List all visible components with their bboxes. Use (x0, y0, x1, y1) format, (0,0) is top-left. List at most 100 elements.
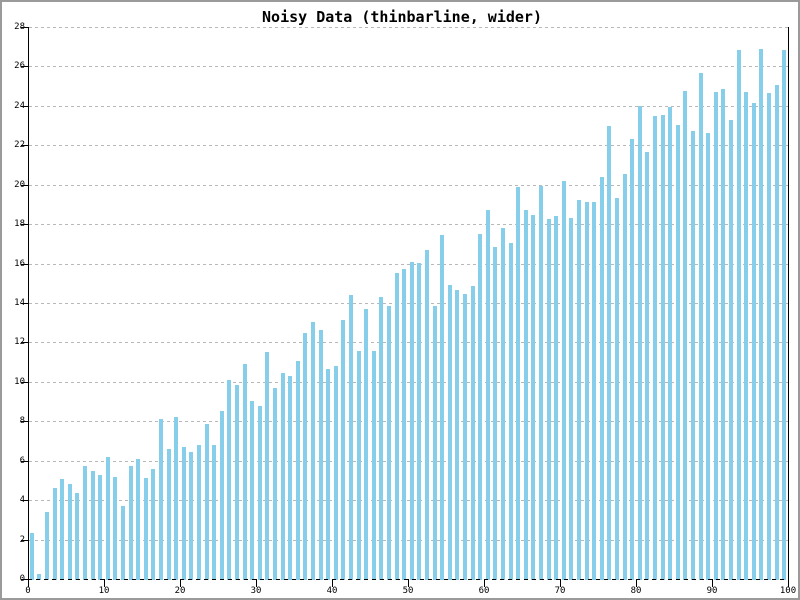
h-gridline (29, 540, 788, 541)
bar (668, 107, 672, 580)
x-tick-label: 10 (98, 586, 110, 596)
y-tick (21, 421, 29, 422)
bar (121, 506, 125, 580)
bar (205, 424, 209, 580)
bar (174, 417, 178, 580)
y-tick-label: 22 (14, 140, 25, 150)
bar (265, 352, 269, 580)
bar (455, 290, 459, 580)
bar (471, 286, 475, 580)
y-tick (21, 303, 29, 304)
bar (501, 228, 505, 580)
x-tick-label: 50 (402, 586, 414, 596)
y-tick (21, 66, 29, 67)
bar (235, 385, 239, 580)
bar (227, 380, 231, 580)
h-gridline (29, 224, 788, 225)
bar (691, 131, 695, 580)
bar (509, 243, 513, 580)
bar (75, 493, 79, 580)
x-tick-label: 70 (554, 586, 566, 596)
bar (37, 574, 41, 580)
x-tick (28, 579, 29, 587)
bar (387, 306, 391, 580)
h-gridline (29, 145, 788, 146)
bar (212, 445, 216, 580)
h-gridline (29, 303, 788, 304)
h-gridline (29, 500, 788, 501)
bar (106, 457, 110, 580)
bar (136, 459, 140, 580)
bar (395, 273, 399, 580)
bar (220, 411, 224, 580)
bar (144, 478, 148, 580)
bar (250, 401, 254, 580)
bar (531, 215, 535, 580)
x-tick-label: 0 (25, 586, 31, 596)
bar (288, 376, 292, 580)
y-tick-label: 28 (14, 22, 25, 32)
y-tick-label: 6 (19, 456, 25, 466)
bar (167, 449, 171, 580)
bar (661, 115, 665, 580)
h-gridline (29, 421, 788, 422)
y-tick (21, 224, 29, 225)
bar (516, 187, 520, 580)
bar (364, 309, 368, 580)
right-axis (788, 27, 789, 587)
bar (45, 512, 49, 580)
y-tick (21, 461, 29, 462)
y-tick (21, 106, 29, 107)
y-tick (21, 27, 29, 28)
x-tick-label: 40 (326, 586, 338, 596)
bar (151, 469, 155, 580)
bar (311, 322, 315, 580)
y-tick-label: 16 (14, 259, 25, 269)
bar (554, 216, 558, 580)
h-gridline (29, 342, 788, 343)
x-tick-label: 90 (706, 586, 718, 596)
x-tick-label: 60 (478, 586, 490, 596)
y-tick-label: 12 (14, 337, 25, 347)
y-tick (21, 185, 29, 186)
y-tick-label: 26 (14, 61, 25, 71)
y-tick (21, 264, 29, 265)
bar (281, 373, 285, 580)
bar (379, 297, 383, 580)
bar (782, 50, 786, 580)
x-tick (104, 579, 105, 587)
bar (699, 73, 703, 580)
y-tick-label: 14 (14, 298, 25, 308)
y-tick-label: 2 (19, 535, 25, 545)
y-tick (21, 500, 29, 501)
bar (189, 452, 193, 580)
bar (600, 177, 604, 580)
bar (326, 369, 330, 580)
y-axis (28, 27, 29, 587)
chart-title: Noisy Data (thinbarline, wider) (262, 8, 542, 26)
bar (562, 181, 566, 580)
bar (653, 116, 657, 580)
y-tick (21, 145, 29, 146)
h-gridline (29, 264, 788, 265)
y-tick-label: 4 (19, 495, 25, 505)
x-tick-label: 80 (630, 586, 642, 596)
bar (577, 200, 581, 580)
bar (410, 262, 414, 580)
h-gridline (29, 382, 788, 383)
x-tick (256, 579, 257, 587)
x-tick (560, 579, 561, 587)
y-tick-label: 24 (14, 101, 25, 111)
y-tick (21, 579, 29, 580)
bar (676, 125, 680, 580)
bar (767, 93, 771, 580)
bar (645, 152, 649, 580)
bar (547, 219, 551, 580)
bar (91, 471, 95, 580)
y-tick-label: 18 (14, 219, 25, 229)
y-tick (21, 342, 29, 343)
bar (349, 295, 353, 580)
bar (752, 103, 756, 580)
bar (744, 92, 748, 580)
